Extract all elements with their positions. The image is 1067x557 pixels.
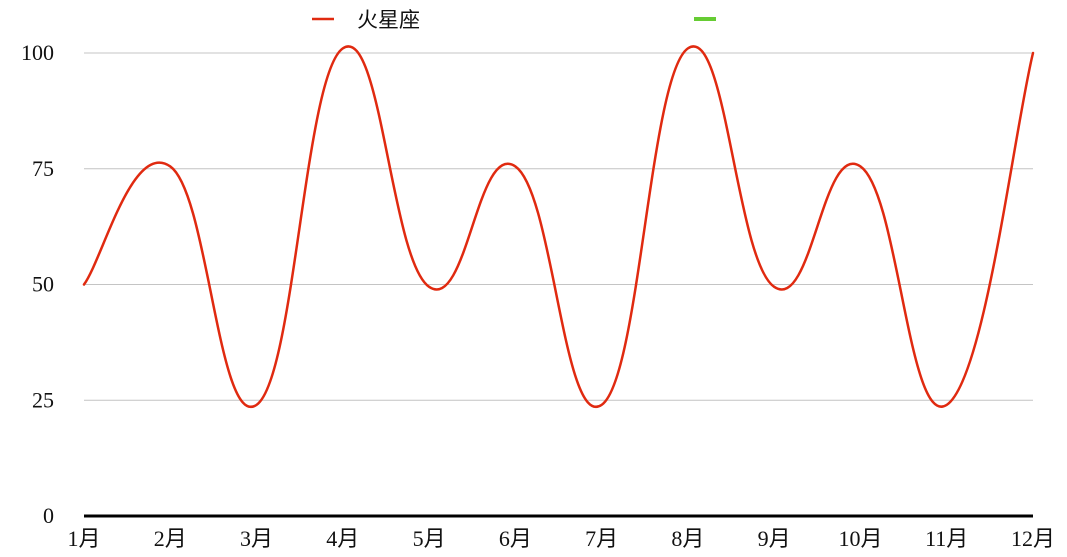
y-tick-label: 25 xyxy=(32,387,54,412)
series-line xyxy=(82,45,1035,409)
y-tick-label: 75 xyxy=(32,156,54,181)
x-tick-label: 9月 xyxy=(758,526,791,551)
x-tick-label: 2月 xyxy=(154,526,187,551)
legend: 火星座 xyxy=(312,8,716,32)
y-axis-ticks: 0 25 50 75 100 xyxy=(21,40,54,528)
gridlines xyxy=(84,52,1033,401)
y-tick-label: 100 xyxy=(21,40,54,65)
x-tick-label: 8月 xyxy=(671,526,704,551)
x-tick-label: 10月 xyxy=(838,526,882,551)
x-tick-label: 12月 xyxy=(1011,526,1055,551)
y-tick-label: 0 xyxy=(43,503,54,528)
x-tick-label: 5月 xyxy=(413,526,446,551)
x-axis-ticks: 1月 2月 3月 4月 5月 6月 7月 8月 9月 10月 11月 12月 xyxy=(67,526,1055,551)
series-lines xyxy=(82,45,1035,409)
x-tick-label: 6月 xyxy=(499,526,532,551)
x-tick-label: 7月 xyxy=(585,526,618,551)
x-tick-label: 4月 xyxy=(326,526,359,551)
x-tick-label: 3月 xyxy=(240,526,273,551)
y-tick-label: 50 xyxy=(32,272,54,297)
legend-label: 火星座 xyxy=(357,8,420,32)
x-tick-label: 11月 xyxy=(925,526,968,551)
x-tick-label: 1月 xyxy=(67,526,100,551)
